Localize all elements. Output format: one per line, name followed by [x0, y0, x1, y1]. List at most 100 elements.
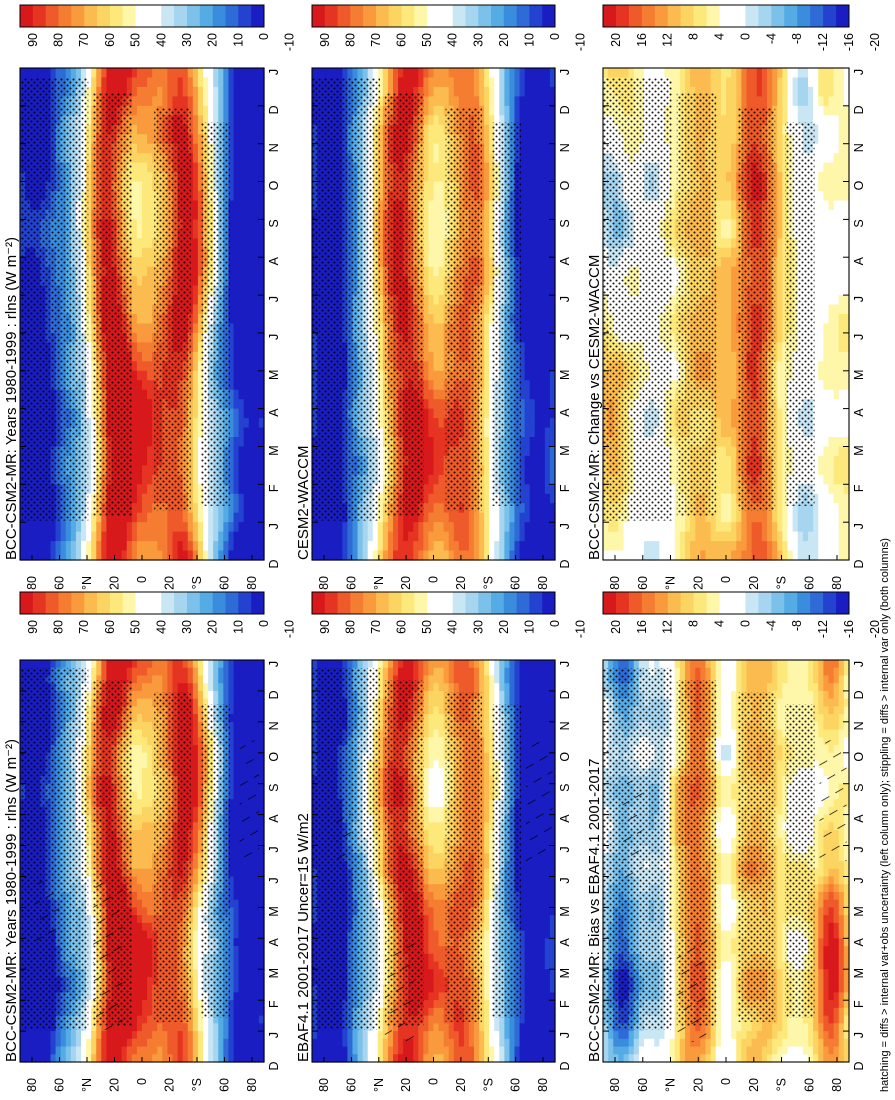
heatmap-cell	[238, 96, 245, 107]
heatmap-cell	[408, 512, 414, 523]
heatmap-cell	[213, 512, 219, 523]
heatmap-cell	[539, 503, 546, 514]
heatmap-cell	[228, 418, 235, 429]
heatmap-cell	[248, 314, 255, 325]
heatmap-cell	[438, 68, 445, 79]
heatmap-cell	[253, 153, 260, 164]
heatmap-cell	[91, 77, 97, 88]
heatmap-cell	[253, 276, 260, 287]
heatmap-cell	[142, 389, 148, 400]
heatmap-cell	[86, 162, 92, 173]
heatmap-cell	[423, 522, 430, 533]
heatmap-cell	[147, 77, 153, 88]
heatmap-cell	[534, 323, 541, 334]
heatmap-cell	[377, 314, 384, 325]
heatmap-cell	[423, 86, 430, 97]
heatmap-cell	[233, 342, 240, 353]
heatmap-cell	[20, 550, 26, 561]
colorbar-swatch	[186, 5, 201, 27]
heatmap-cell	[228, 285, 235, 296]
heatmap-cell	[539, 200, 546, 211]
heatmap-cell	[25, 531, 31, 542]
heatmap-cell	[529, 512, 536, 523]
heatmap-cell	[387, 512, 394, 523]
heatmap-cell	[192, 541, 199, 552]
month-tick-label: J	[267, 296, 281, 302]
heatmap-cell	[524, 351, 531, 362]
heatmap-cell	[182, 531, 189, 542]
heatmap-cell	[423, 295, 430, 306]
heatmap-cell	[238, 276, 245, 287]
heatmap-cell	[86, 238, 92, 249]
heatmap-cell	[142, 484, 148, 495]
heatmap-cell	[377, 238, 384, 249]
heatmap-cell	[116, 512, 123, 523]
heatmap-cell	[111, 522, 118, 533]
heatmap-cell	[352, 531, 359, 542]
heatmap-cell	[86, 191, 92, 202]
heatmap-cell	[347, 68, 354, 79]
heatmap-cell	[428, 257, 435, 268]
heatmap-cell	[192, 465, 199, 476]
heatmap-cell	[228, 503, 235, 514]
colorbar-label: 50	[129, 33, 143, 47]
heatmap-cell	[157, 96, 163, 107]
heatmap-cell	[238, 191, 245, 202]
heatmap-cell	[253, 503, 260, 514]
heatmap-cell	[258, 427, 265, 438]
heatmap-cell	[233, 361, 240, 372]
heatmap-cell	[243, 238, 250, 249]
heatmap-cell	[458, 77, 465, 88]
heatmap-cell	[136, 124, 143, 135]
heatmap-cell	[253, 370, 260, 381]
heatmap-cell	[393, 550, 399, 561]
heatmap-cell	[529, 209, 536, 220]
heatmap-cell	[142, 314, 148, 325]
heatmap-cell	[479, 531, 485, 542]
heatmap-cell	[398, 77, 404, 88]
heatmap-cell	[86, 427, 92, 438]
heatmap-cell	[529, 474, 536, 485]
heatmap-cell	[147, 342, 153, 353]
heatmap-cell	[228, 474, 235, 485]
heatmap-cell	[192, 389, 199, 400]
heatmap-cell	[192, 418, 199, 429]
heatmap-cell	[534, 143, 541, 154]
heatmap-cell	[258, 162, 265, 173]
heatmap-cell	[428, 200, 435, 211]
heatmap-cell	[438, 437, 445, 448]
heatmap-cell	[86, 228, 92, 239]
heatmap-cell	[428, 361, 435, 372]
heatmap-cell	[233, 219, 240, 230]
heatmap-cell	[524, 465, 531, 476]
heatmap-cell	[468, 522, 475, 533]
heatmap-cell	[479, 522, 485, 533]
heatmap-cell	[377, 531, 384, 542]
heatmap-cell	[208, 96, 214, 107]
heatmap-cell	[519, 408, 526, 419]
heatmap-cell	[529, 314, 536, 325]
heatmap-cell	[474, 77, 480, 88]
heatmap-cell	[147, 503, 153, 514]
heatmap-cell	[218, 512, 224, 523]
heatmap-cell	[484, 522, 490, 533]
heatmap-cell	[519, 474, 526, 485]
heatmap-cell	[60, 531, 67, 542]
heatmap-cell	[443, 86, 450, 97]
heatmap-cell	[519, 143, 526, 154]
heatmap-cell	[50, 68, 57, 79]
heatmap-cell	[233, 522, 240, 533]
heatmap-cell	[423, 238, 430, 249]
heatmap-cell	[534, 342, 541, 353]
heatmap-cell	[238, 172, 245, 183]
heatmap-cell	[484, 153, 490, 164]
heatmap-cell	[352, 541, 359, 552]
heatmap-cell	[423, 493, 430, 504]
heatmap-cell	[524, 332, 531, 343]
heatmap-cell	[142, 541, 148, 552]
heatmap-cell	[529, 304, 536, 315]
heatmap-cell	[438, 370, 445, 381]
heatmap-cell	[142, 285, 148, 296]
heatmap-cell	[519, 68, 526, 79]
heatmap-cell	[233, 437, 240, 448]
